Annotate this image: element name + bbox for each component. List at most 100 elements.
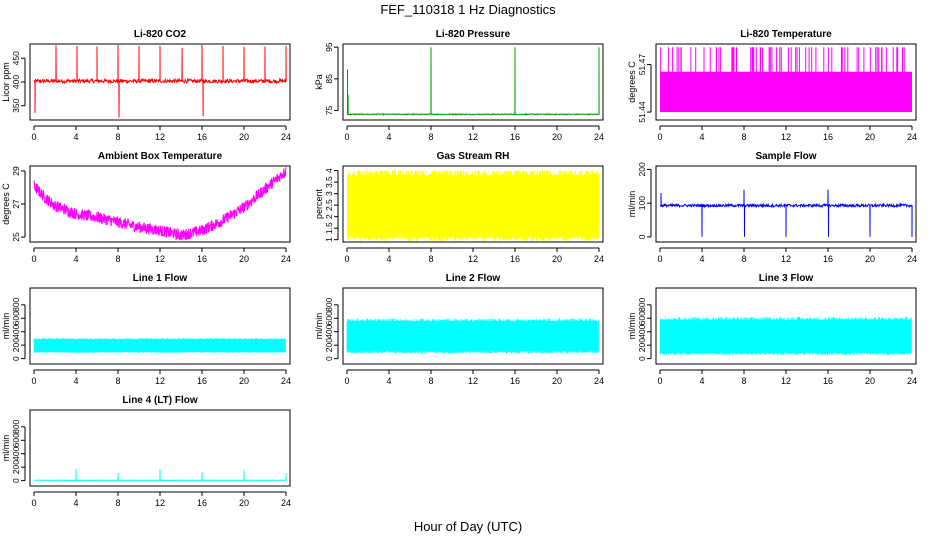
- y-tick-label: 600: [11, 433, 21, 447]
- x-tick-label: 4: [73, 132, 78, 142]
- chart-panel: Gas Stream RH percent 0 4 8 12 16 20 24 1 1.5 2 2.5 3…: [314, 151, 604, 264]
- x-tick-label: 8: [741, 376, 746, 386]
- y-tick-label: 800: [637, 297, 647, 311]
- y-axis: 75 85 95: [324, 42, 339, 116]
- y-axis-label: ml/min: [314, 313, 324, 340]
- x-tick-label: 0: [344, 254, 349, 264]
- x-tick-label: 12: [468, 254, 478, 264]
- x-tick-label: 20: [552, 132, 562, 142]
- figure-title: FEF_110318 1 Hz Diagnostics: [380, 2, 556, 17]
- chart-title: Line 3 Flow: [759, 273, 814, 284]
- x-tick-label: 4: [699, 132, 704, 142]
- chart-title: Sample Flow: [755, 151, 816, 162]
- x-tick-label: 0: [31, 376, 36, 386]
- x-tick-label: 24: [281, 132, 291, 142]
- x-tick-label: 4: [386, 376, 391, 386]
- chart-title: Line 1 Flow: [133, 273, 188, 284]
- chart-title: Li-820 CO2: [134, 29, 187, 40]
- y-axis-label: degrees C: [1, 183, 11, 225]
- chart-title: Gas Stream RH: [437, 151, 510, 162]
- x-tick-label: 4: [73, 498, 78, 508]
- data-series-band: [660, 71, 912, 113]
- chart-panel: Li-820 CO2 Licor ppm 0 4 8 12 16 20 24 350 400 450: [1, 29, 291, 142]
- y-tick-label: 200: [637, 338, 647, 352]
- x-tick-label: 24: [281, 254, 291, 264]
- plot-frame: [29, 409, 291, 487]
- x-tick-label: 8: [115, 376, 120, 386]
- x-axis: 0 4 8 12 16 20 24: [31, 369, 291, 386]
- y-tick-label: 0: [11, 478, 21, 483]
- data-series-line: [33, 44, 287, 118]
- y-tick-label: 85: [324, 74, 334, 84]
- y-tick-label: 600: [11, 311, 21, 325]
- x-tick-label: 24: [907, 254, 917, 264]
- y-axis-label: ml/min: [627, 191, 637, 218]
- x-tick-label: 16: [510, 376, 520, 386]
- x-tick-label: 8: [428, 132, 433, 142]
- x-tick-label: 0: [657, 254, 662, 264]
- plot-frame: [342, 287, 604, 365]
- x-tick-label: 4: [73, 254, 78, 264]
- y-tick-label: 600: [637, 311, 647, 325]
- data-series-line: [34, 468, 287, 482]
- x-tick-label: 0: [31, 132, 36, 142]
- y-tick-label: 800: [11, 419, 21, 433]
- data-series-line: [33, 338, 286, 353]
- y-tick-label: 51.47: [637, 54, 647, 76]
- y-tick-label: 4: [324, 168, 334, 173]
- y-tick-label: 200: [637, 162, 647, 176]
- y-tick-label: 0: [637, 234, 647, 239]
- plot-frame: [29, 287, 291, 365]
- x-tick-label: 4: [699, 254, 704, 264]
- y-tick-label: 200: [11, 460, 21, 474]
- y-tick-label: 0: [637, 356, 647, 361]
- x-tick-label: 8: [428, 376, 433, 386]
- x-axis: 0 4 8 12 16 20 24: [657, 125, 917, 142]
- x-tick-label: 4: [386, 132, 391, 142]
- plot-frame: [342, 43, 604, 121]
- y-tick-label: 75: [324, 106, 334, 116]
- x-tick-label: 16: [197, 376, 207, 386]
- data-series-line: [660, 47, 905, 72]
- x-tick-label: 16: [197, 498, 207, 508]
- y-tick-label: 2.5: [324, 199, 334, 211]
- x-axis: 0 4 8 12 16 20 24: [31, 247, 291, 264]
- y-tick-label: 450: [11, 51, 21, 65]
- x-tick-label: 16: [510, 254, 520, 264]
- y-tick-label: 200: [324, 338, 334, 352]
- x-tick-label: 0: [657, 132, 662, 142]
- x-tick-label: 20: [865, 376, 875, 386]
- x-tick-label: 24: [907, 376, 917, 386]
- x-tick-label: 20: [239, 132, 249, 142]
- plot-frame: [342, 165, 604, 243]
- data-series-line: [33, 167, 287, 241]
- plot-frame: [655, 165, 917, 243]
- y-tick-label: 51.44: [637, 101, 647, 123]
- y-axis: 25 27 29: [11, 166, 26, 242]
- y-tick-label: 1: [324, 237, 334, 242]
- x-tick-label: 20: [865, 132, 875, 142]
- x-tick-label: 16: [197, 254, 207, 264]
- x-tick-label: 4: [386, 254, 391, 264]
- y-axis-label: percent: [314, 188, 324, 219]
- plot-frame: [29, 43, 291, 121]
- x-tick-label: 4: [699, 376, 704, 386]
- y-tick-label: 100: [637, 196, 647, 210]
- y-tick-label: 350: [11, 98, 21, 112]
- y-axis-label: Licor ppm: [1, 62, 11, 102]
- chart-title: Li-820 Temperature: [740, 29, 832, 40]
- y-tick-label: 2: [324, 214, 334, 219]
- y-axis: 350 400 450: [11, 51, 26, 113]
- x-tick-label: 12: [155, 376, 165, 386]
- chart-panel: Ambient Box Temperature degrees C 0 4 8 12 16 2…: [1, 151, 291, 264]
- x-tick-label: 8: [741, 254, 746, 264]
- y-tick-label: 400: [637, 324, 647, 338]
- x-tick-label: 20: [239, 376, 249, 386]
- x-axis: 0 4 8 12 16 20 24: [344, 369, 604, 386]
- y-tick-label: 0: [324, 356, 334, 361]
- x-tick-label: 12: [155, 132, 165, 142]
- x-tick-label: 0: [344, 376, 349, 386]
- plot-frame: [655, 287, 917, 365]
